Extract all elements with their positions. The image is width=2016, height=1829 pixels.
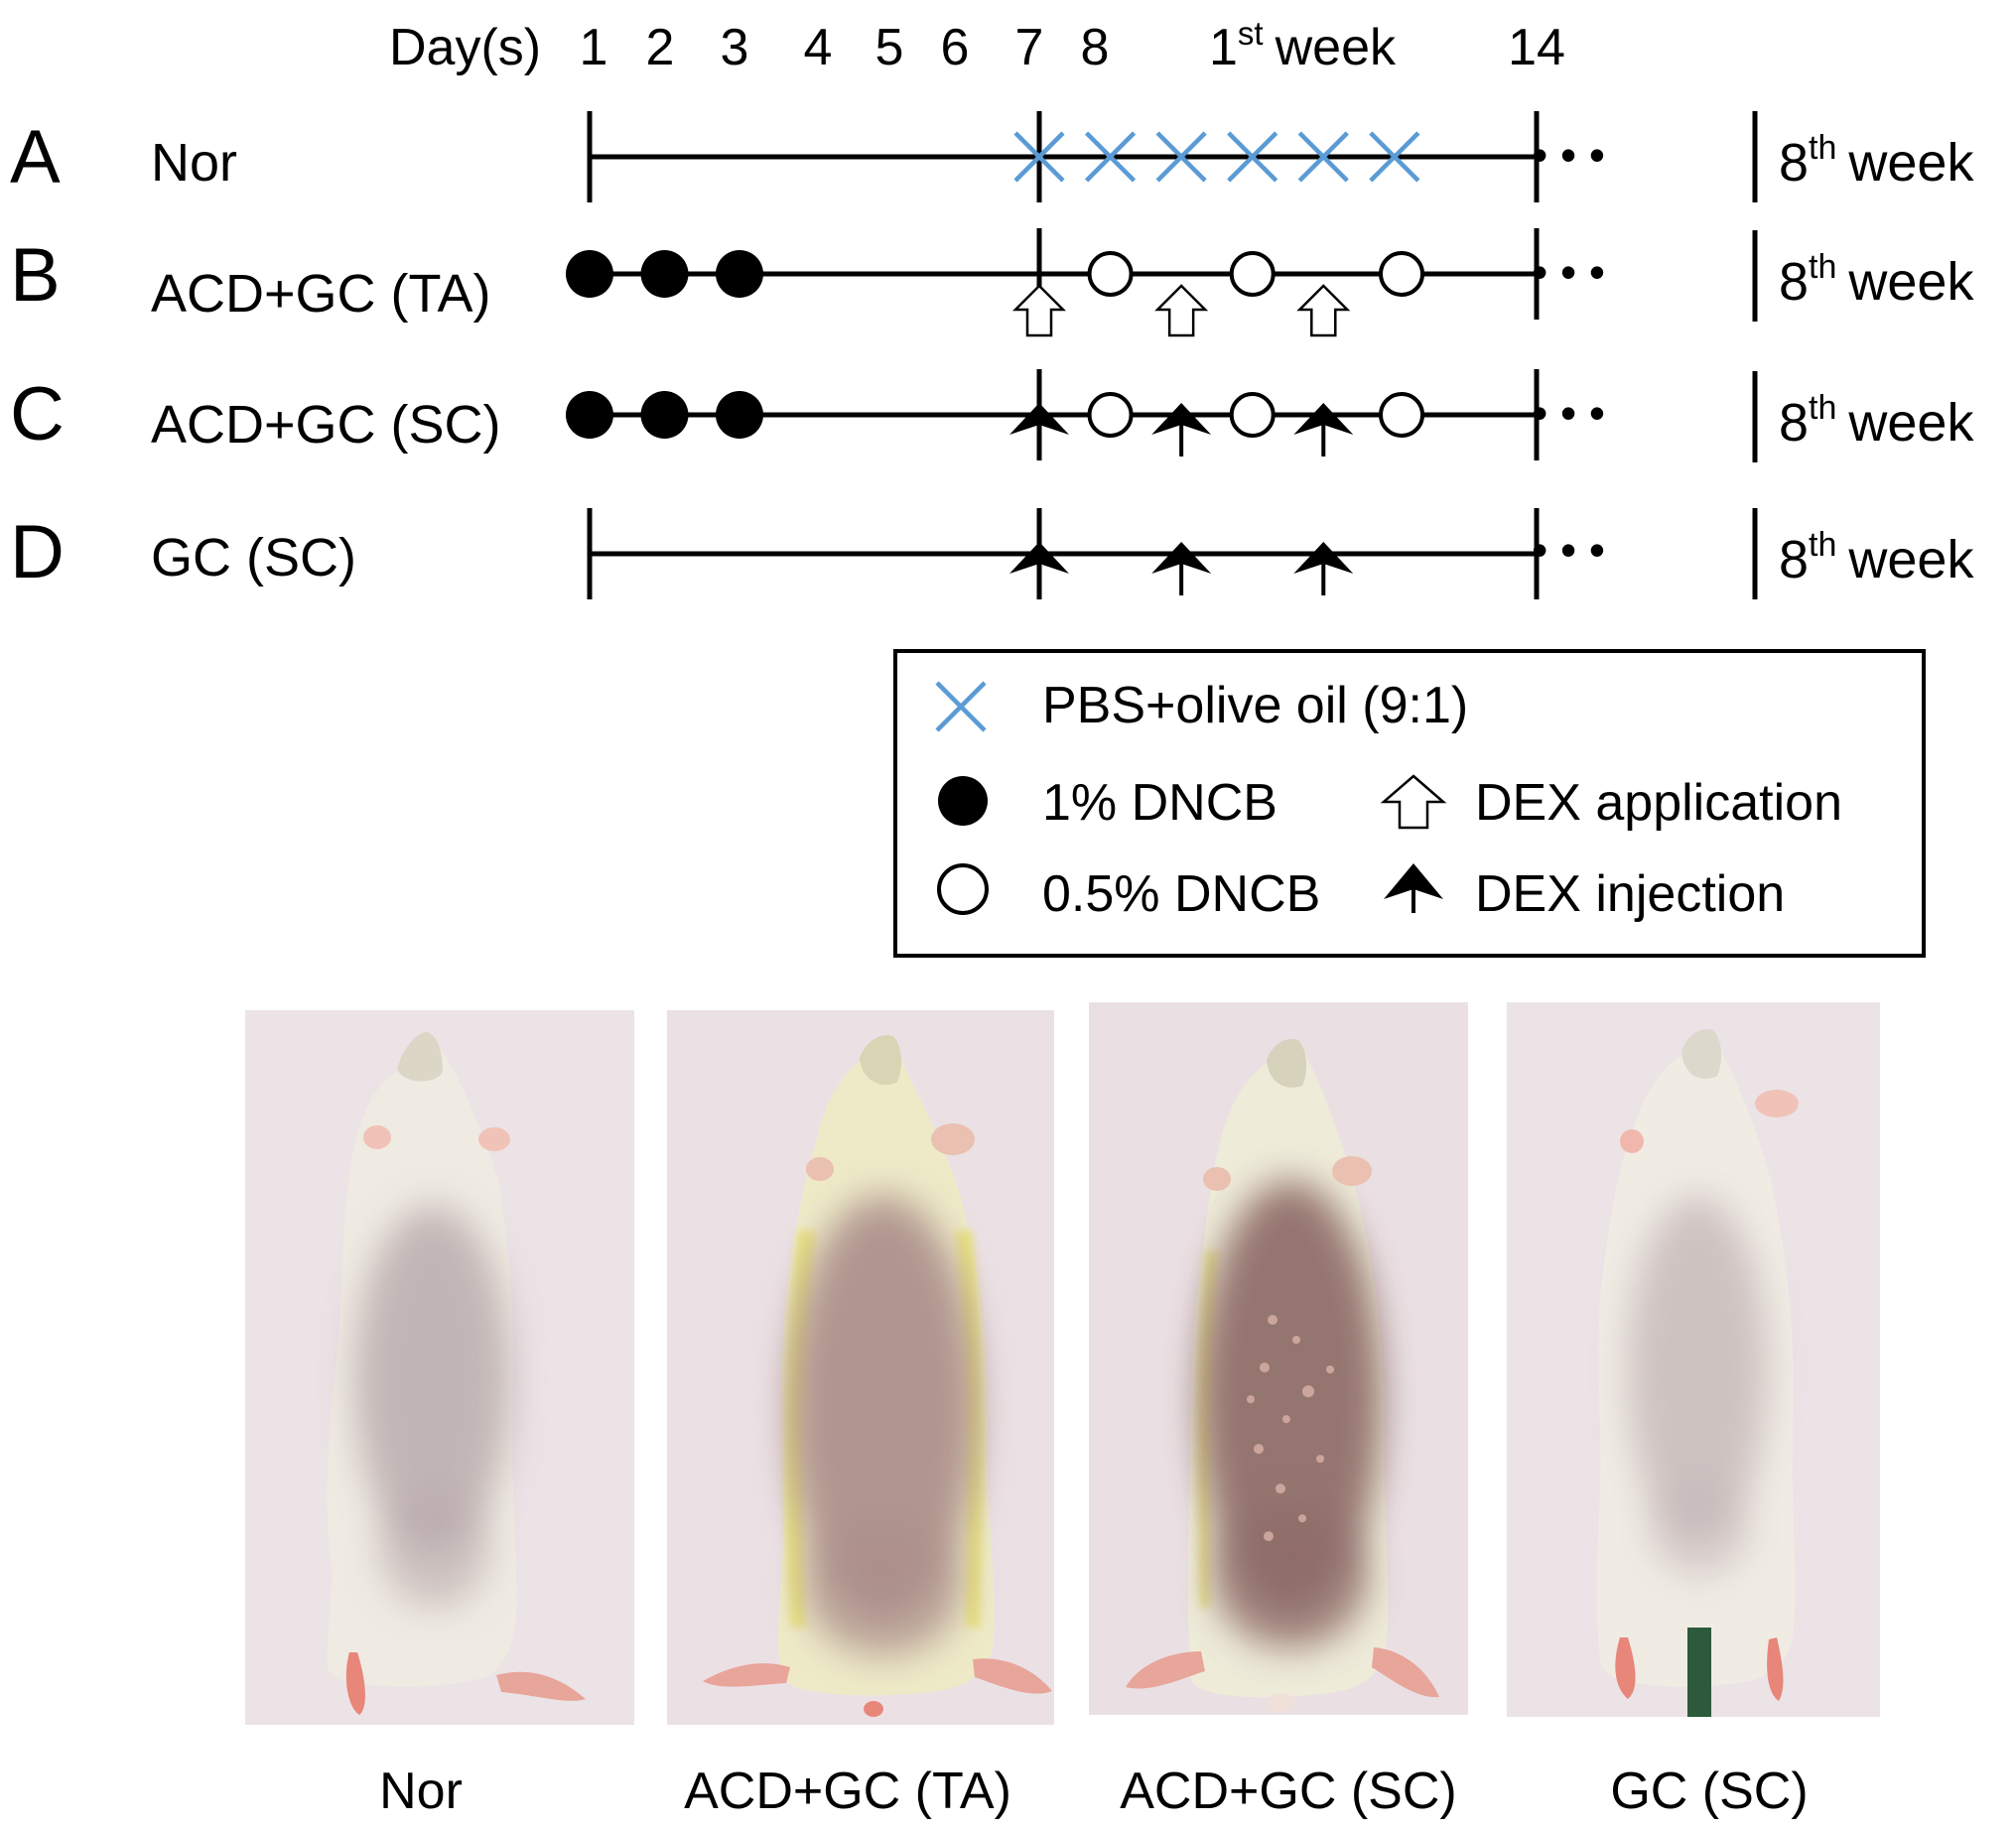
row-ellipsis-c: • • • <box>1532 387 1605 439</box>
pbs-cross-marker <box>1297 131 1349 183</box>
timeline-row-c: C ACD+GC (SC) • • • 8th week <box>10 371 1974 462</box>
dncb-05pct-marker <box>1229 251 1276 297</box>
legend: PBS+olive oil (9:1) 1% DNCB DEX applicat… <box>893 649 1926 958</box>
week1-suffix: st <box>1238 15 1264 52</box>
dncb-1pct-marker <box>640 250 689 298</box>
timeline-row-d: D GC (SC) • • • 8th week <box>10 508 1974 599</box>
dncb-1pct-marker <box>716 250 763 298</box>
mouse-photos: Nor ACD+GC (TA) ACD+GC (SC) GC (SC) <box>245 1002 1880 1820</box>
mouse-photo-nor <box>245 1010 634 1725</box>
dncb-05pct-marker <box>1087 392 1134 438</box>
legend-solid-arrow-icon <box>1384 863 1443 899</box>
day-tick-label: 14 <box>1508 19 1565 76</box>
legend-pbs-label: PBS+olive oil (9:1) <box>1042 677 1468 734</box>
row-ellipsis-a: • • • <box>1532 129 1605 181</box>
week1-word: week <box>1275 19 1397 76</box>
dncb-05pct-marker <box>1087 251 1134 297</box>
day-tick-labels: 1 2 3 4 5 6 7 8 14 <box>580 19 1565 76</box>
mouse-gc-sc <box>1596 1028 1799 1717</box>
pbs-cross-marker <box>1155 131 1207 183</box>
pbs-cross-marker <box>1369 131 1420 183</box>
mouse-photo-acd-gc-ta <box>667 1010 1054 1725</box>
dncb-05pct-marker <box>1379 251 1425 297</box>
dncb-1pct-marker <box>640 391 689 439</box>
legend-dncb05-label: 0.5% DNCB <box>1042 865 1320 923</box>
row-name-c: ACD+GC (SC) <box>151 395 501 455</box>
row-ellipsis-b: • • • <box>1532 246 1605 298</box>
dex-application-arrow <box>1296 284 1351 337</box>
row-letter-a: A <box>10 115 61 199</box>
row-end-label-c: 8th week <box>1779 389 1974 453</box>
photo-caption-nor: Nor <box>379 1763 463 1820</box>
legend-dncb1-label: 1% DNCB <box>1042 774 1277 832</box>
day-tick-label: 6 <box>941 19 970 76</box>
row-letter-d: D <box>10 510 65 594</box>
pbs-cross-marker <box>1013 131 1065 183</box>
timeline-rows: A Nor • • • 8th week B ACD+GC (TA) • • • … <box>10 111 1974 599</box>
legend-cross-icon <box>935 681 987 732</box>
day-tick-label: 3 <box>721 19 749 76</box>
dncb-05pct-marker <box>1379 392 1425 438</box>
pbs-cross-marker <box>1227 131 1278 183</box>
mouse-acd-gc-ta <box>703 1035 1052 1717</box>
row-name-d: GC (SC) <box>151 528 356 588</box>
row-letter-b: B <box>10 233 61 318</box>
dncb-1pct-marker <box>716 391 763 439</box>
dex-application-arrow <box>1011 284 1067 337</box>
row-end-label-d: 8th week <box>1779 526 1974 589</box>
legend-filled-circle-icon <box>938 776 988 826</box>
day-tick-label: 8 <box>1081 19 1110 76</box>
timeline-row-a: A Nor • • • 8th week <box>10 111 1974 202</box>
dncb-1pct-marker <box>566 250 613 298</box>
legend-open-arrow-icon <box>1380 774 1447 830</box>
row-end-label-b: 8th week <box>1779 248 1974 312</box>
row-name-a: Nor <box>151 133 237 193</box>
dex-application-arrow <box>1154 284 1209 337</box>
mouse-acd-gc-sc <box>1126 1038 1439 1713</box>
row-name-b: ACD+GC (TA) <box>151 264 491 324</box>
week1-number: 1 <box>1209 19 1238 76</box>
photo-caption-acd-gc-sc: ACD+GC (SC) <box>1120 1763 1456 1820</box>
photo-caption-gc-sc: GC (SC) <box>1610 1763 1808 1820</box>
photo-caption-acd-gc-ta: ACD+GC (TA) <box>684 1763 1011 1820</box>
mouse-photo-acd-gc-sc <box>1089 1002 1468 1715</box>
day-tick-label: 2 <box>646 19 675 76</box>
legend-dex-injection-label: DEX injection <box>1475 865 1785 923</box>
timeline-row-graphics <box>566 111 1540 599</box>
days-header-label: Day(s) <box>389 19 541 76</box>
day-tick-label: 4 <box>804 19 833 76</box>
legend-open-circle-icon <box>937 863 989 915</box>
legend-dex-application-label: DEX application <box>1475 774 1842 832</box>
pbs-cross-marker <box>1084 131 1137 183</box>
row-end-label-a: 8th week <box>1779 129 1974 193</box>
dncb-05pct-marker <box>1229 392 1276 438</box>
day-tick-label: 5 <box>875 19 904 76</box>
timeline-header: Day(s) 1 2 3 4 5 6 7 8 14 1st week <box>389 15 1565 76</box>
row-letter-c: C <box>10 372 65 457</box>
dncb-1pct-marker <box>566 391 613 439</box>
week1-label: 1st week <box>1209 15 1397 76</box>
timeline-row-b: B ACD+GC (TA) • • • 8th week <box>10 230 1974 324</box>
day-tick-label: 7 <box>1015 19 1044 76</box>
row-ellipsis-d: • • • <box>1532 524 1605 576</box>
mouse-photo-gc-sc <box>1507 1002 1880 1717</box>
mouse-nor <box>327 1032 586 1715</box>
mouse-gc-sc-tail-tube <box>1687 1628 1711 1717</box>
day-tick-label: 1 <box>580 19 608 76</box>
